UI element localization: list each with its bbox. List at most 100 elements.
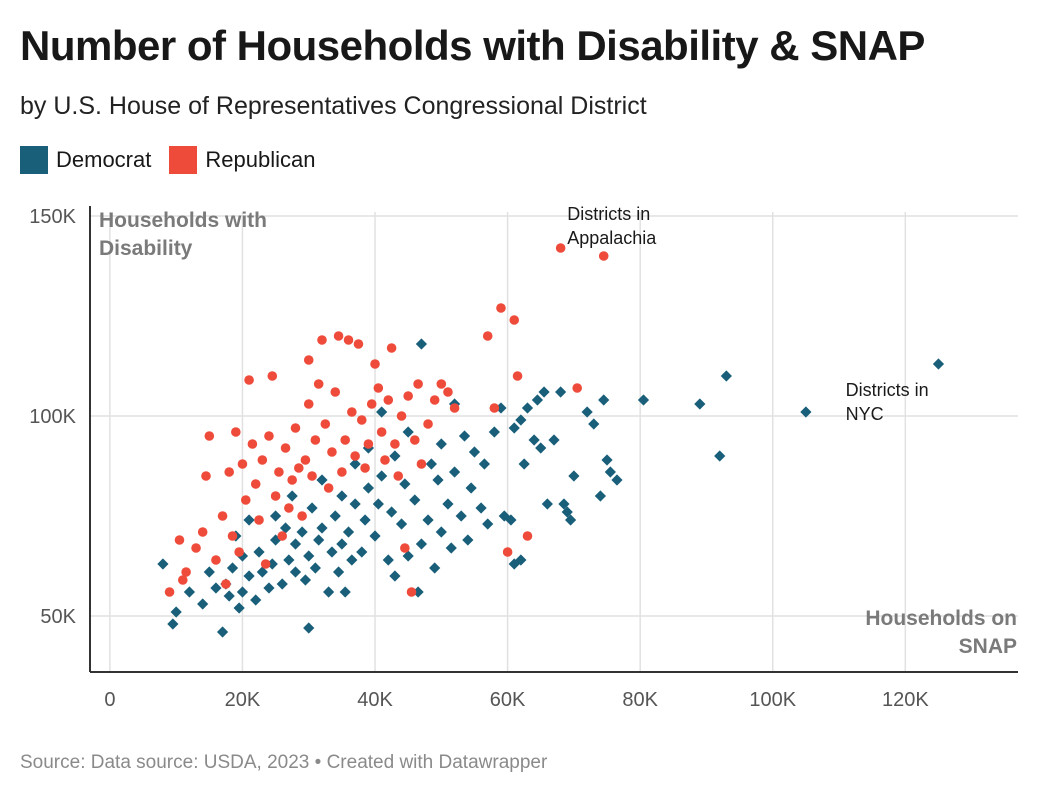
point-republican: [227, 531, 238, 541]
point-democrat: [362, 482, 374, 494]
point-democrat: [270, 510, 282, 522]
point-democrat: [223, 590, 235, 602]
point-democrat: [541, 498, 553, 510]
point-democrat: [535, 442, 547, 454]
point-democrat: [568, 470, 580, 482]
point-democrat: [306, 502, 318, 514]
point-democrat: [604, 466, 616, 478]
point-republican: [390, 439, 400, 449]
point-democrat: [332, 566, 345, 578]
point-republican: [380, 455, 390, 465]
point-republican: [290, 423, 301, 433]
point-republican: [250, 479, 261, 489]
point-democrat: [250, 594, 262, 606]
point-republican: [217, 511, 228, 521]
point-democrat: [326, 546, 338, 558]
point-democrat: [270, 534, 282, 546]
point-democrat: [475, 502, 487, 514]
point-republican: [247, 439, 258, 449]
point-republican: [482, 331, 493, 341]
point-republican: [376, 427, 387, 437]
point-republican: [410, 435, 420, 445]
point-republican: [598, 251, 609, 261]
x-tick-label: 100K: [749, 689, 796, 711]
point-republican: [403, 391, 413, 401]
point-republican: [274, 467, 284, 477]
point-republican: [201, 471, 211, 481]
point-democrat: [435, 526, 447, 538]
x-tick-label: 40K: [357, 689, 393, 711]
point-republican: [181, 567, 191, 577]
point-democrat: [386, 506, 398, 518]
point-republican: [406, 587, 417, 597]
point-republican: [509, 315, 520, 325]
point-republican: [496, 303, 506, 313]
point-republican: [221, 579, 231, 589]
point-republican: [178, 575, 188, 585]
point-republican: [360, 463, 370, 473]
point-republican: [307, 471, 317, 481]
point-democrat: [316, 474, 328, 486]
point-democrat: [528, 434, 540, 446]
point-democrat: [256, 566, 268, 578]
point-republican: [416, 459, 427, 469]
point-democrat: [415, 538, 428, 550]
annotation-text: Appalachia: [567, 228, 657, 248]
point-democrat: [448, 466, 461, 478]
point-democrat: [329, 510, 341, 522]
point-democrat: [203, 566, 215, 578]
point-democrat: [462, 534, 474, 546]
point-republican: [572, 383, 582, 393]
annotation-text: Districts in: [567, 204, 650, 224]
point-republican: [502, 547, 513, 557]
point-democrat: [346, 554, 358, 566]
point-democrat: [395, 518, 408, 530]
point-republican: [337, 467, 347, 477]
point-democrat: [263, 582, 275, 594]
point-republican: [343, 335, 354, 345]
point-republican: [164, 587, 175, 597]
point-democrat: [694, 398, 706, 410]
point-democrat: [561, 506, 573, 518]
point-democrat: [233, 602, 245, 614]
point-democrat: [594, 490, 606, 502]
point-democrat: [478, 458, 490, 470]
x-axis-title: SNAP: [959, 635, 1017, 658]
legend-label-democrat: Democrat: [56, 147, 152, 172]
point-republican: [174, 535, 185, 545]
point-republican: [294, 463, 304, 473]
point-democrat: [564, 514, 577, 526]
point-democrat: [197, 598, 209, 610]
y-tick-label: 150K: [29, 206, 76, 228]
point-republican: [330, 387, 341, 397]
point-republican: [297, 511, 307, 521]
point-republican: [350, 451, 360, 461]
point-republican: [280, 443, 291, 453]
point-democrat: [435, 438, 447, 450]
point-democrat: [299, 574, 312, 586]
axes: [89, 206, 1018, 673]
point-democrat: [389, 450, 401, 462]
point-democrat: [515, 554, 527, 566]
point-democrat: [581, 406, 593, 418]
point-democrat: [216, 626, 229, 638]
point-democrat: [283, 554, 295, 566]
point-democrat: [336, 538, 348, 550]
source-footer: Source: Data source: USDA, 2023 • Create…: [20, 752, 548, 773]
point-republican: [413, 379, 423, 389]
point-democrat: [323, 586, 335, 598]
point-democrat: [432, 474, 444, 486]
point-democrat: [611, 474, 623, 486]
point-republican: [370, 359, 380, 369]
point-democrat: [167, 618, 179, 630]
point-republican: [555, 243, 566, 253]
point-democrat: [356, 546, 368, 558]
point-democrat: [548, 434, 560, 446]
point-democrat: [402, 426, 414, 438]
y-axis-title: Disability: [99, 237, 193, 260]
point-democrat: [588, 418, 600, 430]
point-republican: [436, 379, 447, 389]
point-republican: [244, 375, 254, 385]
point-republican: [489, 403, 500, 413]
point-republican: [327, 447, 337, 457]
